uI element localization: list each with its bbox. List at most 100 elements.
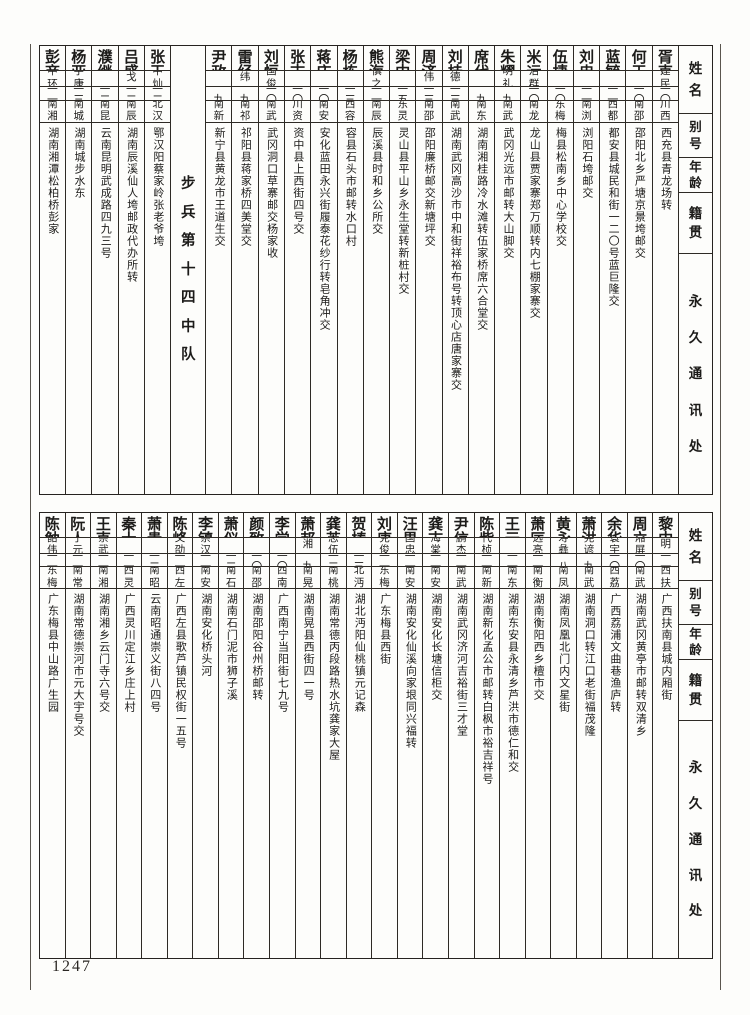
entry-age: 二一 — [39, 87, 66, 101]
entry-age: 二一 — [65, 554, 91, 568]
entry-name: 吕盛全 — [118, 46, 144, 71]
entry-name: 黎中侠 — [653, 513, 678, 538]
entry-address-text: 广西灵川定江乡庄上村 — [123, 593, 136, 714]
roster-column: 刘恒星国俊二〇湖南武冈武冈洞口草寨邮交杨家收 — [257, 46, 285, 494]
entry-address: 武冈洞口草寨邮交杨家收 — [259, 123, 284, 494]
entry-address: 广东梅县中山路广生园 — [40, 589, 65, 958]
entry-address-text: 湖南衡阳西乡檀市交 — [532, 593, 545, 702]
entry-address-text: 湖南城步水东 — [73, 126, 86, 199]
entry-address: 湖南安化桥头河 — [193, 589, 218, 958]
entry-native: 广西灵川 — [116, 567, 142, 590]
entry-byname: 克俊 — [372, 538, 397, 555]
header-age: 年龄 — [679, 625, 712, 660]
entry-address-text: 资中县上西街四号交 — [291, 126, 304, 235]
roster-column: 王克平崇武二一湖南湘潭湖南湘乡云门寺六号交 — [90, 513, 116, 958]
entry-byname: 文劭 — [167, 538, 193, 555]
entry-name: 米远达 — [521, 46, 547, 71]
entry-address-text: 广西扶南县城内厢街 — [659, 593, 672, 702]
entry-name: 刘唐虞 — [372, 513, 397, 538]
entry-native: 广东梅县 — [547, 101, 573, 123]
entry-address: 云南昆明武成路四九三号 — [92, 123, 117, 494]
entry-byname: 宪谚 — [576, 538, 602, 555]
entry-age: 二〇 — [626, 87, 652, 101]
entry-address: 广西灵川定江乡庄上村 — [117, 589, 142, 958]
entry-byname — [244, 538, 269, 555]
entry-age: 二二 — [142, 554, 167, 568]
roster-column: 尹政一九湖南新宁新宁县黄龙市王道生交 — [205, 46, 232, 494]
entry-byname: 海棠 — [423, 538, 448, 555]
roster-column: 席代奎一九湖南东安湖南湘桂路冷水滩转伍家桥席六合堂交 — [467, 46, 495, 494]
entry-native: 广东灵山 — [390, 101, 416, 123]
entry-age: 二〇 — [547, 87, 573, 101]
entry-address: 湖南东安县永清乡芦洪市德仁和交 — [500, 589, 525, 958]
entry-native: 四川资中 — [285, 101, 311, 123]
entry-native: 湖北沔阳 — [346, 567, 372, 590]
entry-address-text: 湖南邵阳谷州桥邮转 — [250, 593, 263, 702]
entry-age: 一九 — [495, 87, 521, 101]
entry-address: 邵阳廉桥邮交新塘坪交 — [416, 123, 441, 494]
entry-address: 湖南武冈济河吉裕街三才堂 — [449, 589, 474, 958]
entry-byname: 德 — [442, 71, 468, 88]
entry-native: 湖南城步 — [66, 101, 92, 123]
entry-address-text: 都安县城民和街一二〇号蓝巨隆交 — [607, 126, 620, 307]
roster-column: 萧邦华湘一九湖南晃县湖南晃县西街四一号 — [294, 513, 321, 958]
roster-column: 杨亚尊宇康二三湖南城步湖南城步水东 — [65, 46, 92, 494]
header-native: 籍贯 — [679, 660, 712, 721]
entry-native: 湖南辰溪 — [363, 101, 390, 123]
entry-age: 二三 — [346, 554, 372, 568]
entry-age: 二〇 — [285, 87, 311, 101]
entry-address: 龙山县贾家寨郑万顺转内七棚家寨交 — [521, 123, 546, 494]
roster-column: 周济民伟二三湖南邵阳邵阳廉桥邮交新塘坪交 — [415, 46, 442, 494]
roster-column: 胥克斌建民二〇四川西充西充县青龙场转 — [651, 46, 678, 494]
header-address-label: 永久通讯处 — [688, 760, 703, 919]
unit-label: 步兵第十四中队 — [180, 176, 196, 364]
entry-native: 广西南宁 — [270, 567, 295, 590]
entry-name: 席代奎 — [468, 46, 495, 71]
entry-address: 广西荔浦文曲巷渔庐转 — [602, 589, 627, 958]
entry-byname: 伟 — [416, 71, 442, 88]
entry-native: 云南昆明 — [92, 101, 118, 123]
roster-column: 李镇云崇汉二一湖南安化湖南安化桥头河 — [192, 513, 218, 958]
entry-age: 一九 — [576, 554, 602, 568]
entry-native: 湖南武冈 — [442, 101, 468, 123]
entry-native: 湖南安化 — [193, 567, 218, 590]
roster-column: 蒋庆云二〇湖南安化安化蓝田永兴街履泰花纱行转皂角冲交 — [310, 46, 337, 494]
entry-name: 萧邦华 — [295, 513, 321, 538]
entry-native: 湖南邵阳 — [244, 567, 269, 590]
entry-address: 西充县青龙场转 — [653, 123, 678, 494]
entry-age: 二一 — [167, 554, 193, 568]
entry-age: 二〇 — [311, 87, 337, 101]
header-name-label: 姓名 — [688, 528, 703, 565]
entry-name: 梁中坚 — [390, 46, 416, 71]
entry-age: 二一 — [397, 554, 423, 568]
entry-name: 颜致义 — [244, 513, 269, 538]
entry-native: 湖南新宁 — [206, 101, 232, 123]
roster-column: 何天沛二〇湖南邵阳邵阳北乡严塘京景垮邮交 — [625, 46, 652, 494]
roster-column: 刘唐虞克俊二一广东梅县广东梅县西街 — [371, 513, 397, 958]
header-name-label: 姓名 — [688, 61, 703, 98]
entry-native: 四川西充 — [652, 101, 678, 123]
entry-byname: 中灿 — [144, 71, 171, 88]
entry-byname: 代桢 — [474, 538, 500, 555]
roster-column: 秦士正二一广西灵川广西灵川定江乡庄上村 — [115, 513, 142, 958]
entry-native: 湖南凤凰 — [551, 567, 576, 590]
entry-native: 湖南常德 — [65, 567, 91, 590]
entry-age: 二三 — [416, 87, 442, 101]
entry-age: 二二 — [118, 87, 144, 101]
entry-name: 萧洪武 — [576, 513, 602, 538]
entry-address: 灵山县平山乡永生堂转新桩村交 — [390, 123, 415, 494]
entry-age: 二三 — [66, 87, 92, 101]
entry-byname — [142, 538, 167, 555]
entry-address-text: 湖南常德崇河市元大宇号交 — [72, 593, 85, 738]
entry-byname: 崇汉 — [193, 538, 218, 555]
entry-name: 杨栋明 — [337, 46, 363, 71]
entry-address-text: 云南昆明武成路四九三号 — [99, 126, 112, 259]
roster-column: 贺椿庭二三湖北沔阳湖北沔阳仙桃镇元记森 — [345, 513, 372, 958]
entry-address: 容县石头市邮转水口村 — [338, 123, 363, 494]
entry-address: 湖南常德崇河市元大宇号交 — [66, 589, 91, 958]
entry-native: 湖南浏阳 — [573, 101, 600, 123]
entry-name: 熊海帆 — [363, 46, 390, 71]
entry-address-text: 邵阳廉桥邮交新塘坪交 — [423, 126, 436, 247]
roster-column: 周立国湘屏二〇湖南武冈湖南武冈黄亭市邮转双清乡 — [626, 513, 653, 958]
entry-age: 二一 — [363, 87, 390, 101]
